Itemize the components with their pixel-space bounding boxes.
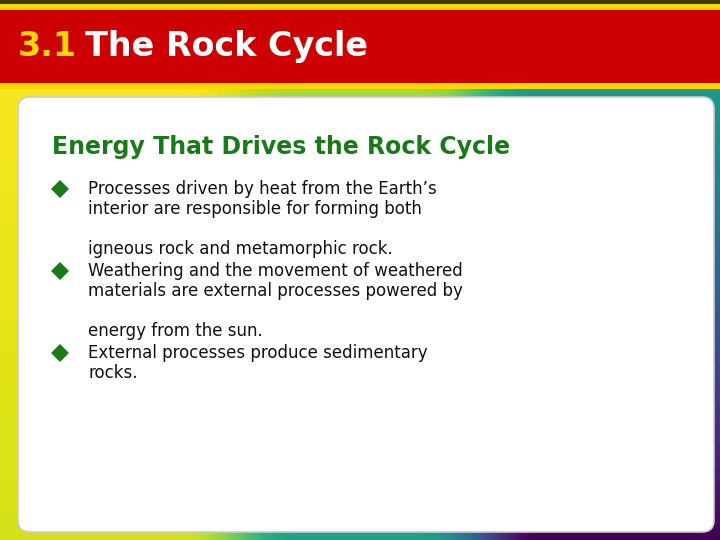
Text: Processes driven by heat from the Earth’s: Processes driven by heat from the Earth’… [88, 180, 437, 198]
Bar [0, 4, 720, 10]
Text: interior are responsible for forming both: interior are responsible for forming bot… [88, 200, 422, 218]
Text: energy from the sun.: energy from the sun. [88, 322, 263, 340]
Text: Weathering and the movement of weathered: Weathering and the movement of weathered [88, 262, 463, 280]
Bar [0, 10, 720, 83]
Text: 3.1: 3.1 [18, 30, 77, 63]
Bar [0, 83, 720, 89]
Text: rocks.: rocks. [88, 364, 138, 382]
Text: materials are external processes powered by: materials are external processes powered… [88, 282, 463, 300]
Text: igneous rock and metamorphic rock.: igneous rock and metamorphic rock. [88, 240, 392, 258]
Text: Energy That Drives the Rock Cycle: Energy That Drives the Rock Cycle [52, 135, 510, 159]
Text: The Rock Cycle: The Rock Cycle [62, 30, 368, 63]
FancyBboxPatch shape [18, 97, 714, 532]
Text: External processes produce sedimentary: External processes produce sedimentary [88, 344, 428, 362]
Bar [0, 0, 720, 4]
